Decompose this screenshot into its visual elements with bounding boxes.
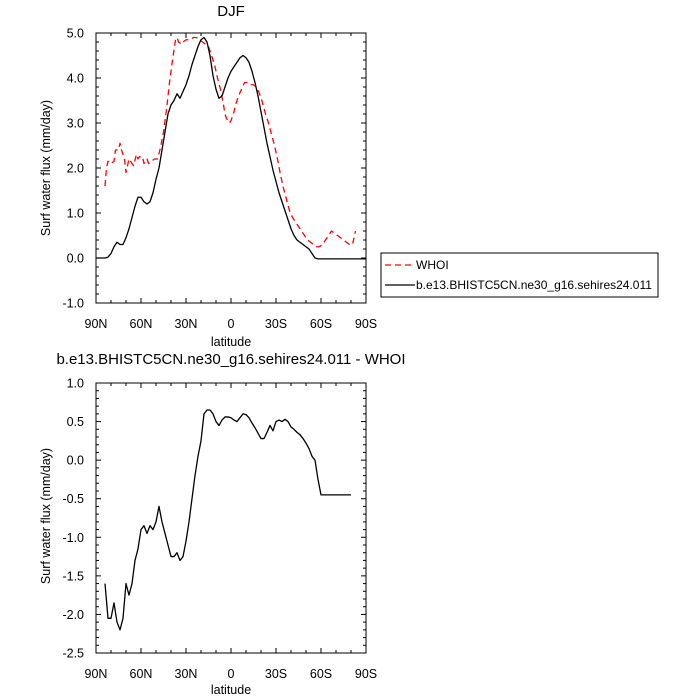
top-panel-title: DJF [217, 3, 245, 20]
bottom-series-group [104, 409, 351, 631]
top-x-tick-label: 60S [310, 317, 332, 331]
bottom-x-axis-label: latitude [211, 683, 251, 697]
legend: WHOI b.e13.BHISTC5CN.ne30_g16.sehires24.… [380, 252, 659, 298]
bottom-panel: b.e13.BHISTC5CN.ne30_g16.sehires24.011 -… [39, 351, 406, 697]
top-y-tick-label: 1.0 [67, 207, 84, 221]
bottom-x-tick-label: 30S [265, 667, 287, 681]
top-x-tick-label: 0 [228, 317, 235, 331]
top-x-tick-label: 30S [265, 317, 287, 331]
bottom-y-tick-label: -2.0 [62, 608, 84, 622]
legend-label-whoi: WHOI [416, 258, 449, 272]
bottom-y-tick-label: 0.5 [67, 415, 84, 429]
legend-box [380, 252, 659, 298]
top-x-tick-label: 90N [85, 317, 108, 331]
top-series-line-0 [104, 36, 357, 248]
bottom-panel-title: b.e13.BHISTC5CN.ne30_g16.sehires24.011 -… [56, 351, 405, 368]
top-y-tick-label: 3.0 [67, 117, 84, 131]
top-panel: DJF 90N 60N 30N 0 30S 60S 90S -1.0 0.0 1.0 2.0 3.0 4… [39, 3, 377, 349]
legend-label-model: b.e13.BHISTC5CN.ne30_g16.sehires24.011 [416, 278, 652, 292]
bottom-y-tick-label: 1.0 [67, 377, 84, 391]
bottom-plot-area: 90N 60N 30N 0 30S 60S 90S -2.5 -2.0 -1.5 -1.0 -0.5 0… [62, 377, 377, 682]
top-series-group [96, 36, 366, 260]
top-plot-frame [95, 32, 367, 304]
top-y-tick-label: 0.0 [67, 252, 84, 266]
bottom-x-tick-label: 0 [228, 667, 235, 681]
top-y-tick-label: 2.0 [67, 162, 84, 176]
bottom-x-tick-label: 90N [85, 667, 108, 681]
bottom-y-tick-label: 0.0 [67, 454, 84, 468]
top-y-axis-label: Surf water flux (mm/day) [39, 100, 53, 236]
bottom-y-axis-label: Surf water flux (mm/day) [39, 448, 53, 584]
top-y-tick-label: 4.0 [67, 72, 84, 86]
bottom-y-tick-label: -0.5 [62, 492, 84, 506]
bottom-y-tick-label: -1.0 [62, 531, 84, 545]
top-x-axis-label: latitude [211, 335, 251, 349]
top-x-tick-label: 30N [175, 317, 198, 331]
top-x-tick-label: 60N [130, 317, 153, 331]
bottom-y-tick-label: -2.5 [62, 647, 84, 661]
bottom-series-line-0 [104, 409, 351, 631]
top-y-tick-label: -1.0 [62, 297, 84, 311]
top-x-tick-label: 90S [355, 317, 377, 331]
bottom-plot-frame [95, 382, 367, 654]
top-plot-area: 90N 60N 30N 0 30S 60S 90S -1.0 0.0 1.0 2.0 3.0 4.0 5.… [62, 27, 377, 332]
top-series-line-1 [96, 36, 366, 260]
bottom-x-tick-label: 60S [310, 667, 332, 681]
bottom-x-tick-label: 90S [355, 667, 377, 681]
bottom-x-tick-label: 30N [175, 667, 198, 681]
bottom-x-tick-label: 60N [130, 667, 153, 681]
bottom-y-tick-label: -1.5 [62, 569, 84, 583]
top-y-tick-label: 5.0 [67, 27, 84, 41]
